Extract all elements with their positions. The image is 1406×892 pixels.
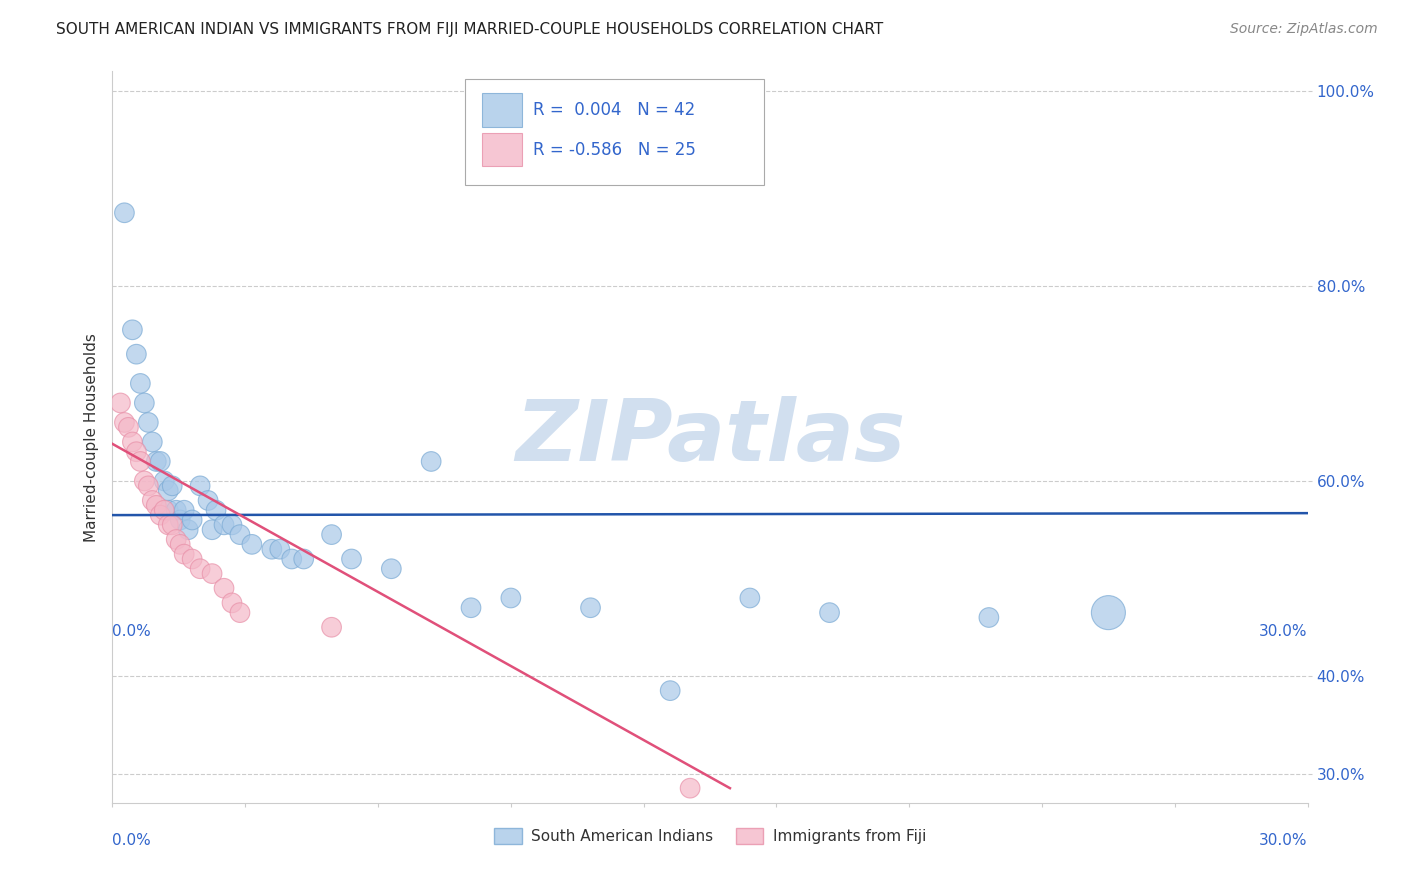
Point — [181, 552, 204, 566]
Point — [380, 562, 402, 576]
Point — [165, 533, 187, 547]
Point — [173, 503, 195, 517]
Point — [134, 474, 156, 488]
Text: R =  0.004   N = 42: R = 0.004 N = 42 — [533, 101, 696, 120]
Point — [212, 517, 235, 532]
Point — [1097, 606, 1119, 620]
Point — [188, 479, 211, 493]
Point — [173, 547, 195, 561]
Point — [141, 434, 163, 449]
Point — [281, 552, 304, 566]
Text: 0.0%: 0.0% — [112, 833, 152, 848]
Point — [157, 517, 180, 532]
Point — [177, 523, 200, 537]
Point — [229, 606, 252, 620]
Point — [679, 781, 702, 796]
Point — [125, 347, 148, 361]
Text: 30.0%: 30.0% — [1260, 833, 1308, 848]
Point — [114, 206, 135, 220]
Point — [129, 376, 152, 391]
Point — [145, 499, 167, 513]
FancyBboxPatch shape — [482, 133, 523, 167]
Point — [212, 581, 235, 595]
Point — [818, 606, 841, 620]
Text: R = -0.586   N = 25: R = -0.586 N = 25 — [533, 141, 696, 159]
Point — [460, 600, 482, 615]
Point — [157, 483, 180, 498]
Point — [141, 493, 163, 508]
Point — [149, 454, 172, 468]
Point — [292, 552, 315, 566]
Y-axis label: Married-couple Households: Married-couple Households — [83, 333, 98, 541]
Point — [117, 420, 139, 434]
Point — [153, 474, 176, 488]
Point — [169, 537, 191, 551]
Text: Source: ZipAtlas.com: Source: ZipAtlas.com — [1230, 22, 1378, 37]
Point — [201, 566, 224, 581]
Point — [738, 591, 761, 605]
Point — [197, 493, 219, 508]
Text: SOUTH AMERICAN INDIAN VS IMMIGRANTS FROM FIJI MARRIED-COUPLE HOUSEHOLDS CORRELAT: SOUTH AMERICAN INDIAN VS IMMIGRANTS FROM… — [56, 22, 883, 37]
Point — [240, 537, 263, 551]
Point — [260, 542, 283, 557]
Point — [129, 454, 152, 468]
Point — [165, 503, 187, 517]
Point — [110, 396, 132, 410]
Point — [201, 523, 224, 537]
Point — [121, 323, 143, 337]
Point — [579, 600, 602, 615]
Point — [420, 454, 443, 468]
Legend: South American Indians, Immigrants from Fiji: South American Indians, Immigrants from … — [488, 822, 932, 850]
Point — [149, 508, 172, 522]
Point — [659, 683, 682, 698]
Point — [162, 517, 183, 532]
Text: 0.0%: 0.0% — [112, 624, 152, 639]
Point — [134, 396, 156, 410]
Point — [162, 479, 183, 493]
FancyBboxPatch shape — [465, 78, 763, 185]
Point — [205, 503, 228, 517]
Point — [499, 591, 522, 605]
Point — [229, 527, 252, 541]
Point — [977, 610, 1000, 624]
Text: 30.0%: 30.0% — [1260, 624, 1308, 639]
Point — [188, 562, 211, 576]
Point — [138, 479, 160, 493]
Point — [125, 444, 148, 458]
Point — [340, 552, 363, 566]
Point — [221, 517, 243, 532]
Point — [114, 416, 135, 430]
FancyBboxPatch shape — [482, 94, 523, 127]
Point — [121, 434, 143, 449]
Point — [157, 503, 180, 517]
Point — [145, 454, 167, 468]
Point — [321, 527, 343, 541]
Point — [321, 620, 343, 634]
Point — [169, 513, 191, 527]
Point — [269, 542, 291, 557]
Text: ZIPatlas: ZIPatlas — [515, 395, 905, 479]
Point — [181, 513, 204, 527]
Point — [138, 416, 160, 430]
Point — [153, 503, 176, 517]
Point — [221, 596, 243, 610]
